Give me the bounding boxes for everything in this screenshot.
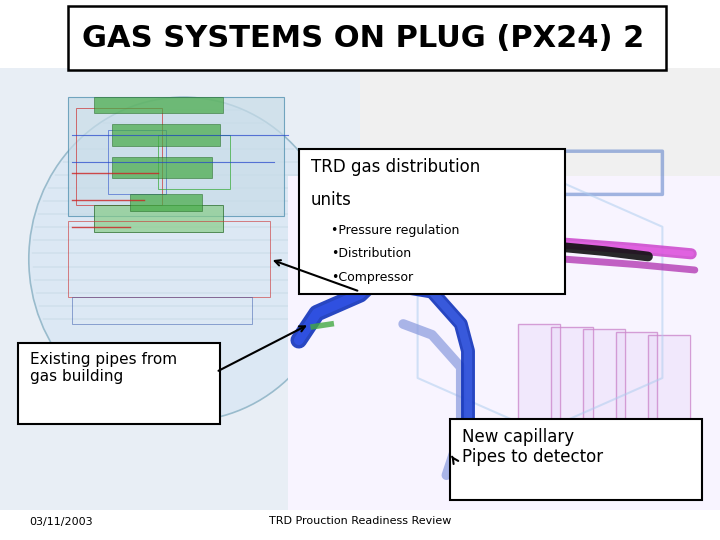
Bar (649, 335, 689, 426)
Text: TRD gas distribution: TRD gas distribution (311, 158, 480, 176)
Bar (584, 330, 624, 442)
Bar (648, 335, 690, 427)
Text: New capillary
Pipes to detector: New capillary Pipes to detector (462, 428, 603, 467)
Bar (616, 333, 657, 434)
Ellipse shape (29, 97, 338, 421)
Bar (551, 327, 593, 451)
Text: •Pressure regulation: •Pressure regulation (331, 224, 459, 237)
FancyBboxPatch shape (68, 6, 666, 70)
Bar (94, 97, 223, 113)
Bar (72, 297, 252, 324)
Bar (552, 327, 592, 450)
Text: units: units (311, 191, 352, 209)
Bar (583, 329, 625, 443)
FancyBboxPatch shape (299, 148, 565, 294)
Bar (130, 194, 202, 211)
Bar (108, 130, 166, 194)
Text: •Distribution: •Distribution (331, 247, 411, 260)
Text: Existing pipes from
gas building: Existing pipes from gas building (30, 352, 177, 384)
FancyBboxPatch shape (450, 418, 702, 500)
Bar (68, 97, 284, 216)
Bar (112, 157, 212, 178)
Bar (616, 332, 657, 435)
Bar (94, 205, 223, 232)
Bar (76, 108, 162, 205)
Text: 03/11/2003: 03/11/2003 (29, 516, 92, 526)
Bar (518, 324, 560, 459)
Bar (158, 135, 230, 189)
Bar (519, 325, 559, 458)
FancyBboxPatch shape (288, 176, 720, 510)
Bar (68, 221, 270, 297)
Bar (112, 124, 220, 146)
FancyBboxPatch shape (0, 68, 360, 510)
FancyBboxPatch shape (0, 68, 720, 510)
Text: •Compressor: •Compressor (331, 271, 413, 284)
Text: GAS SYSTEMS ON PLUG (PX24) 2: GAS SYSTEMS ON PLUG (PX24) 2 (83, 24, 644, 53)
FancyBboxPatch shape (18, 343, 220, 424)
Text: TRD Prouction Readiness Review: TRD Prouction Readiness Review (269, 516, 451, 526)
